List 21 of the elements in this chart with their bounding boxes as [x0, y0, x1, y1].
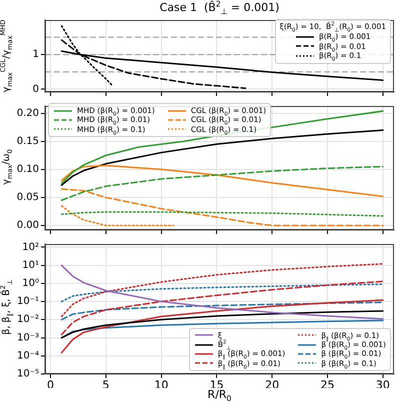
x-axis-title: R/R$_{0}$ — [208, 388, 232, 402]
y-tick-label: 0.00 — [16, 220, 39, 232]
line-series — [60, 188, 384, 226]
line-series — [60, 205, 174, 226]
y-tick-label: 10¹ — [22, 260, 39, 271]
y-tick-label: 10² — [22, 242, 39, 253]
chart-title: Case 1 (B̂$^{2}$$_{⊥}$ = 0.001) — [158, 0, 280, 16]
y-tick-label: 0.10 — [16, 164, 39, 175]
y-tick-label: 10⁻² — [16, 314, 39, 326]
y-tick-label: 0 — [32, 84, 39, 95]
line-series — [60, 284, 384, 302]
y-tick-label: 10⁻⁴ — [16, 350, 39, 362]
y-tick-label: 0.05 — [16, 192, 39, 204]
line-series — [60, 302, 384, 320]
y-tick-label: 10⁻³ — [16, 332, 39, 344]
y-tick-label: 10⁻¹ — [16, 296, 39, 308]
y-tick-label: 10⁻⁵ — [16, 368, 39, 380]
y-tick-label: 0.15 — [16, 136, 39, 147]
y-tick-label: 0.20 — [16, 108, 39, 119]
y-tick-label: 10⁰ — [22, 278, 39, 290]
y-tick-label: 1 — [32, 49, 39, 60]
